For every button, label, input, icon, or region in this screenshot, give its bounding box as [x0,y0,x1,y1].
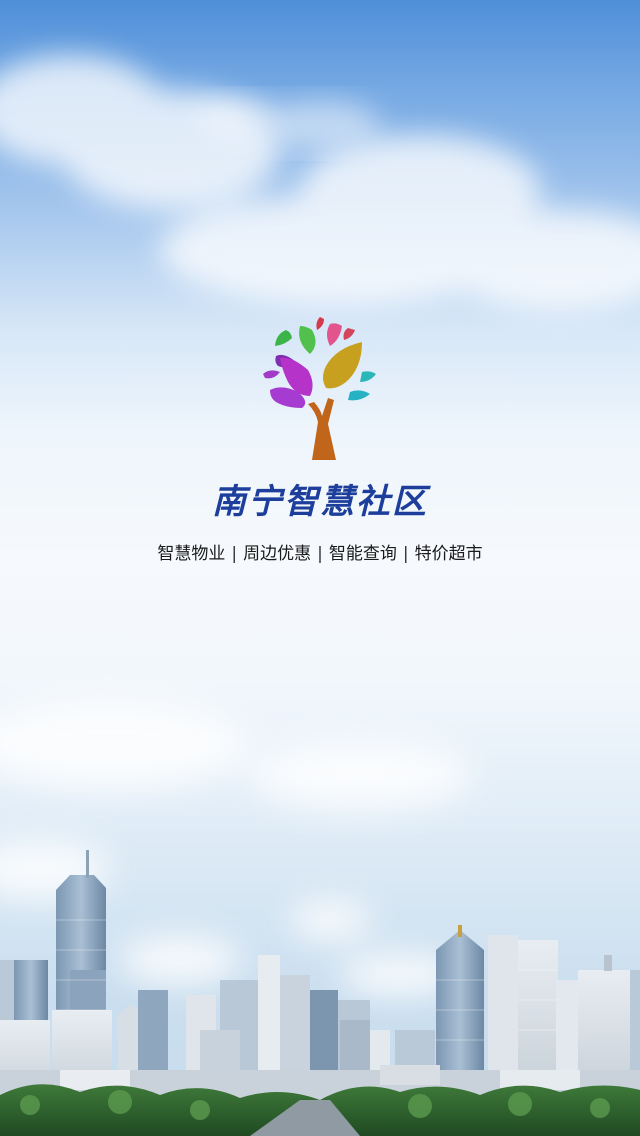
colorful-tree-icon [263,317,376,460]
tagline-item-nearby-deals: 周边优惠 [243,544,312,564]
tagline-separator: | [231,544,238,564]
tagline-item-discount-market: 特价超市 [414,544,483,564]
tagline-separator: | [402,544,409,564]
tagline-item-property: 智慧物业 [157,544,226,564]
app-logo [258,312,382,460]
tagline-separator: | [317,544,323,564]
feature-tagline: 智慧物业 | 周边优惠 | 智能查询 | 特价超市 [0,540,640,568]
city-skyline-illustration [0,850,640,1136]
sky-clouds-decoration [0,55,640,310]
tagline-item-smart-query: 智能查询 [328,544,397,564]
app-title: 南宁智慧社区 [212,482,428,522]
